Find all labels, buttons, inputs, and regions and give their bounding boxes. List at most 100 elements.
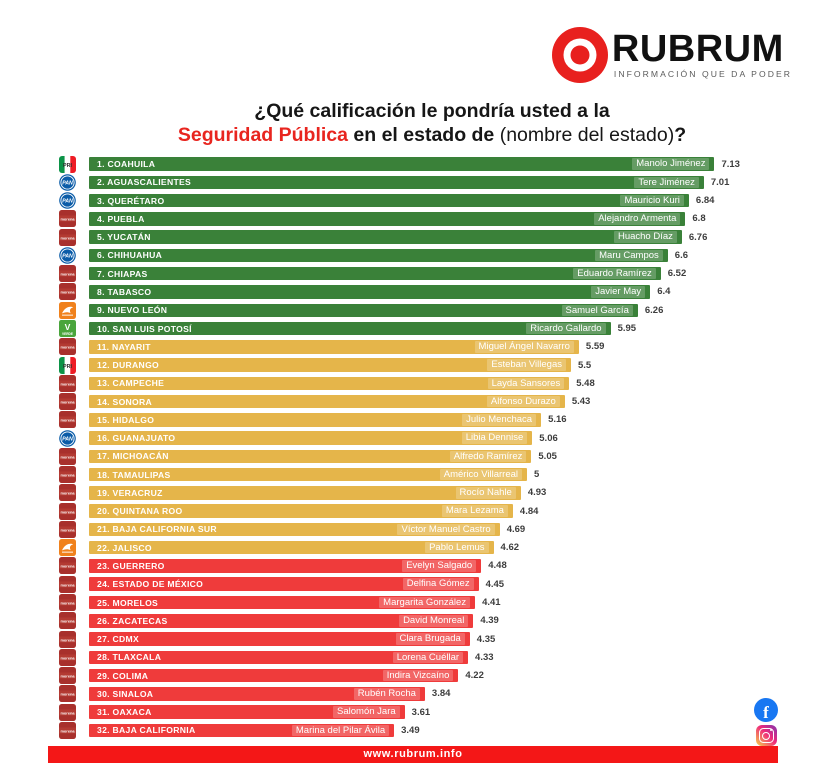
score-bar: 7. CHIAPAS Eduardo Ramírez [89,266,661,281]
svg-text:morena: morena [60,399,75,404]
svg-text:PRI: PRI [63,363,72,369]
svg-text:morena: morena [60,381,75,386]
governor-label: Clara Brugada [395,633,465,645]
state-label: 21. BAJA CALIFORNIA SUR [97,524,217,535]
svg-text:morena: morena [60,710,75,715]
morena-party-logo-icon: morena [59,612,76,630]
governor-label: David Monreal [399,615,469,627]
svg-text:morena: morena [60,564,75,569]
state-label: 3. QUERÉTARO [97,195,165,206]
title-highlight: Seguridad Pública [177,124,348,147]
ranking-row: morena 13. CAMPECHE Layda Sansores 5.48 [59,374,740,392]
ranking-row: PRI 1. COAHUILA Manolo Jiménez 7.13 [59,155,740,173]
svg-text:PAN: PAN [62,199,73,205]
state-label: 8. TABASCO [97,286,152,297]
morena-party-logo-icon: morena [59,393,76,411]
state-label: 30. SINALOA [97,688,154,699]
morena-party-logo-icon: morena [59,484,76,502]
svg-text:morena: morena [60,582,75,587]
score-value: 3.61 [411,706,431,718]
svg-text:morena: morena [60,345,75,350]
svg-text:V: V [65,322,71,332]
instagram-icon[interactable] [755,725,777,746]
state-label: 9. NUEVO LEÓN [97,305,168,316]
title-line-1: ¿Qué calificación le pondría usted a la [254,100,610,122]
svg-text:morena: morena [60,619,75,624]
page-title: ¿Qué calificación le pondría usted a la … [0,99,828,147]
governor-label: Delfina Gómez [402,578,474,590]
score-bar: 6. CHIHUAHUA Maru Campos [89,248,668,263]
brand-tagline: INFORMACIÓN QUE DA PODER [613,69,792,80]
score-value: 5.5 [578,359,592,371]
score-bar: 1. COAHUILA Manolo Jiménez [89,157,715,171]
governor-label: Libia Dennise [461,432,528,444]
score-value: 7.13 [721,158,740,170]
score-bar: 25. MORELOS Margarita González [89,595,476,610]
title-line-2: Seguridad Pública en el estado de (nombr… [36,123,828,147]
state-label: 16. GUANAJUATO [97,433,176,444]
score-value: 6.6 [674,249,689,261]
score-value: 6.26 [644,304,664,316]
state-label: 10. SAN LUIS POTOSÍ [97,323,192,334]
facebook-icon[interactable]: f [754,698,778,722]
ranking-row: PAN 16. GUANAJUATO Libia Dennise 5.06 [59,429,740,447]
morena-party-logo-icon: morena [59,447,76,465]
state-label: 28. TLAXCALA [97,652,162,663]
ranking-row: PRI 12. DURANGO Esteban Villegas 5.5 [59,356,740,374]
state-label: 4. PUEBLA [97,213,145,224]
morena-party-logo-icon: morena [59,338,76,356]
score-value: 5.16 [548,414,567,426]
svg-text:morena: morena [60,272,75,277]
title-muted: (nombre del estado) [499,124,675,147]
score-bar: 17. MICHOACÁN Alfredo Ramírez [89,449,532,464]
state-label: 13. CAMPECHE [97,378,165,389]
score-bar: 29. COLIMA Indira Vizcaíno [89,668,459,683]
score-value: 5.43 [571,396,591,408]
state-label: 14. SONORA [97,396,153,407]
score-bar: 27. CDMX Clara Brugada [89,632,470,646]
score-value: 7.01 [710,176,730,188]
score-value: 6.8 [692,213,706,225]
morena-party-logo-icon: morena [59,283,76,301]
governor-label: Eduardo Ramírez [573,267,656,280]
morena-party-logo-icon: morena [59,721,76,739]
governor-label: Tere Jiménez [634,176,699,189]
governor-label: Esteban Villegas [487,359,566,371]
score-bar: 12. DURANGO Esteban Villegas [89,358,571,372]
morena-party-logo-icon: morena [59,411,76,429]
governor-label: Alejandro Armenta [594,213,681,225]
score-value: 4.41 [482,597,501,608]
governor-label: Huacho Díaz [613,231,677,243]
governor-label: Miguel Ángel Navarro [474,341,574,353]
governor-label: Ricardo Gallardo [526,322,606,335]
score-bar: 13. CAMPECHE Layda Sansores [89,376,570,391]
score-bar: 31. OAXACA Salomón Jara [89,705,405,719]
svg-text:PAN: PAN [62,181,73,187]
score-bar: 24. ESTADO DE MÉXICO Delfina Gómez [89,577,479,591]
state-label: 12. DURANGO [97,360,160,371]
score-bar: 15. HIDALGO Julio Menchaca [89,413,542,427]
footer-link[interactable]: www.rubrum.info [48,746,778,763]
score-value: 4.35 [476,633,496,645]
score-value: 4.69 [506,523,526,535]
ranking-row: morena 30. SINALOA Rubén Rocha 3.84 [59,685,740,703]
morena-party-logo-icon: morena [59,502,76,520]
mc-party-logo-icon [59,539,76,557]
score-value: 5.06 [539,432,558,444]
ranking-row: morena 21. BAJA CALIFORNIA SUR Víctor Ma… [59,520,740,538]
score-bar: 16. GUANAJUATO Libia Dennise [89,431,533,445]
ranking-row: morena 29. COLIMA Indira Vizcaíno 4.22 [59,666,740,685]
state-label: 22. JALISCO [97,542,152,553]
score-bar: 30. SINALOA Rubén Rocha [89,687,425,701]
state-label: 23. GUERRERO [97,560,165,571]
score-bar: 20. QUINTANA ROO Mara Lezama [89,504,513,518]
state-label: 15. HIDALGO [97,414,155,425]
score-bar: 5. YUCATÁN Huacho Díaz [89,230,682,244]
governor-label: Salomón Jara [333,706,400,718]
morena-party-logo-icon: morena [59,703,76,721]
morena-party-logo-icon: morena [59,594,76,611]
morena-party-logo-icon: morena [59,520,76,538]
state-label: 26. ZACATECAS [97,615,168,626]
ranking-row: 22. JALISCO Pablo Lemus 4.62 [59,539,740,557]
